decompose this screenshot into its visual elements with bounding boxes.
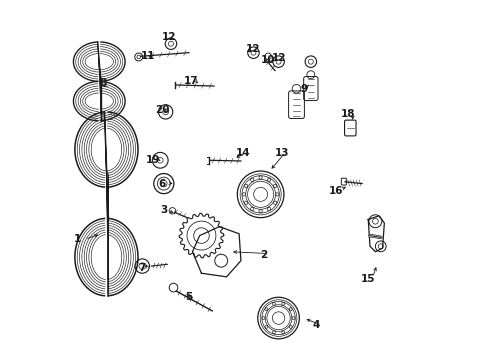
Text: 8: 8 <box>99 78 106 88</box>
Text: 20: 20 <box>155 105 169 115</box>
Text: 5: 5 <box>185 292 192 302</box>
Text: 15: 15 <box>360 274 375 284</box>
Text: 19: 19 <box>145 155 160 165</box>
Text: 16: 16 <box>328 186 343 196</box>
Text: 3: 3 <box>160 206 167 216</box>
Text: 11: 11 <box>140 51 155 61</box>
Text: 1: 1 <box>74 234 81 244</box>
Text: 12: 12 <box>271 53 285 63</box>
Text: 6: 6 <box>158 179 165 189</box>
Text: 9: 9 <box>300 84 306 94</box>
Text: 13: 13 <box>274 148 289 158</box>
Text: 14: 14 <box>235 148 249 158</box>
Text: 12: 12 <box>162 32 176 41</box>
Text: 10: 10 <box>260 55 274 65</box>
Text: 7: 7 <box>138 263 146 273</box>
Text: 4: 4 <box>312 320 319 330</box>
Text: 12: 12 <box>246 44 260 54</box>
Text: 18: 18 <box>341 109 355 119</box>
Text: 17: 17 <box>183 76 198 86</box>
Text: 2: 2 <box>260 250 267 260</box>
